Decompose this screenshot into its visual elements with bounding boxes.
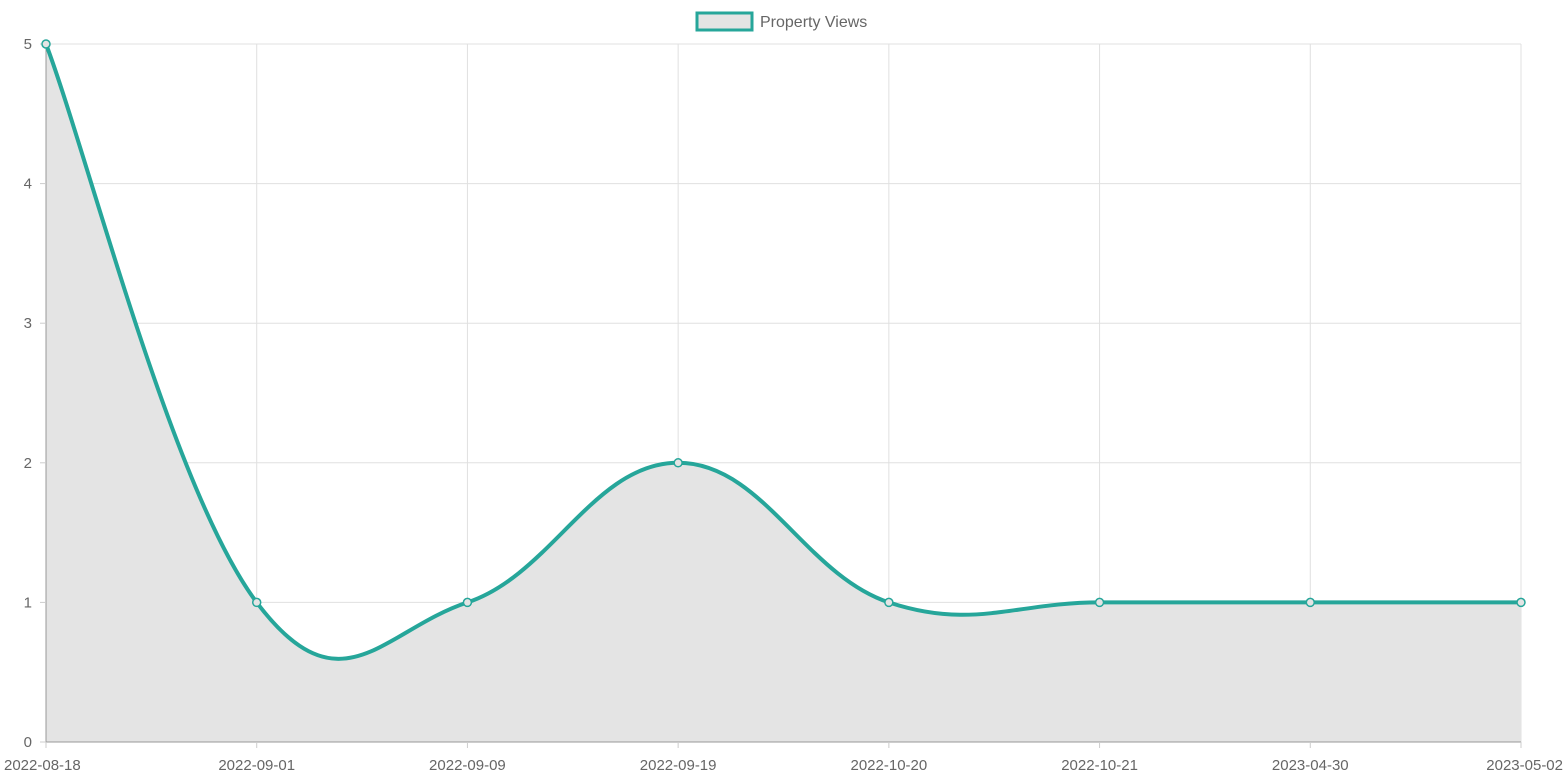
tick-labels: 0 1 2 3 4 5 2022-08-18 2022-09-01 2022-09-09 2022… <box>4 36 1563 774</box>
series-line <box>44 42 1523 661</box>
legend-label[interactable]: Property Views <box>760 14 867 31</box>
y-tick-label: 1 <box>24 594 32 611</box>
x-tick-label: 2022-10-21 <box>1061 757 1138 774</box>
data-point[interactable] <box>462 597 473 608</box>
axes <box>40 43 1522 748</box>
data-point[interactable] <box>673 458 683 468</box>
y-tick-label: 0 <box>24 734 32 751</box>
y-tick-label: 3 <box>24 315 32 332</box>
data-point[interactable] <box>1305 597 1316 608</box>
x-tick-label: 2023-04-30 <box>1272 757 1349 774</box>
data-point[interactable] <box>884 597 894 608</box>
legend-swatch[interactable] <box>695 11 754 32</box>
data-point[interactable] <box>1516 597 1526 608</box>
data-point[interactable] <box>251 597 262 608</box>
y-tick-label: 5 <box>24 36 32 53</box>
legend[interactable]: Property Views <box>695 11 867 32</box>
x-tick-label: 2022-09-19 <box>640 757 717 774</box>
x-tick-label: 2022-10-20 <box>850 757 927 774</box>
x-tick-label: 2023-05-02 <box>1486 757 1563 774</box>
y-tick-label: 4 <box>24 176 32 193</box>
series-line-layer <box>44 42 1523 661</box>
data-point[interactable] <box>41 39 51 49</box>
x-tick-label: 2022-09-01 <box>218 757 295 774</box>
area-layer <box>46 44 1521 742</box>
series-area <box>46 44 1521 742</box>
data-points <box>41 39 1526 608</box>
data-point[interactable] <box>1094 597 1105 608</box>
x-tick-label: 2022-09-09 <box>429 757 506 774</box>
grid <box>46 43 1522 742</box>
y-tick-label: 2 <box>24 455 32 472</box>
x-tick-label: 2022-08-18 <box>4 757 81 774</box>
